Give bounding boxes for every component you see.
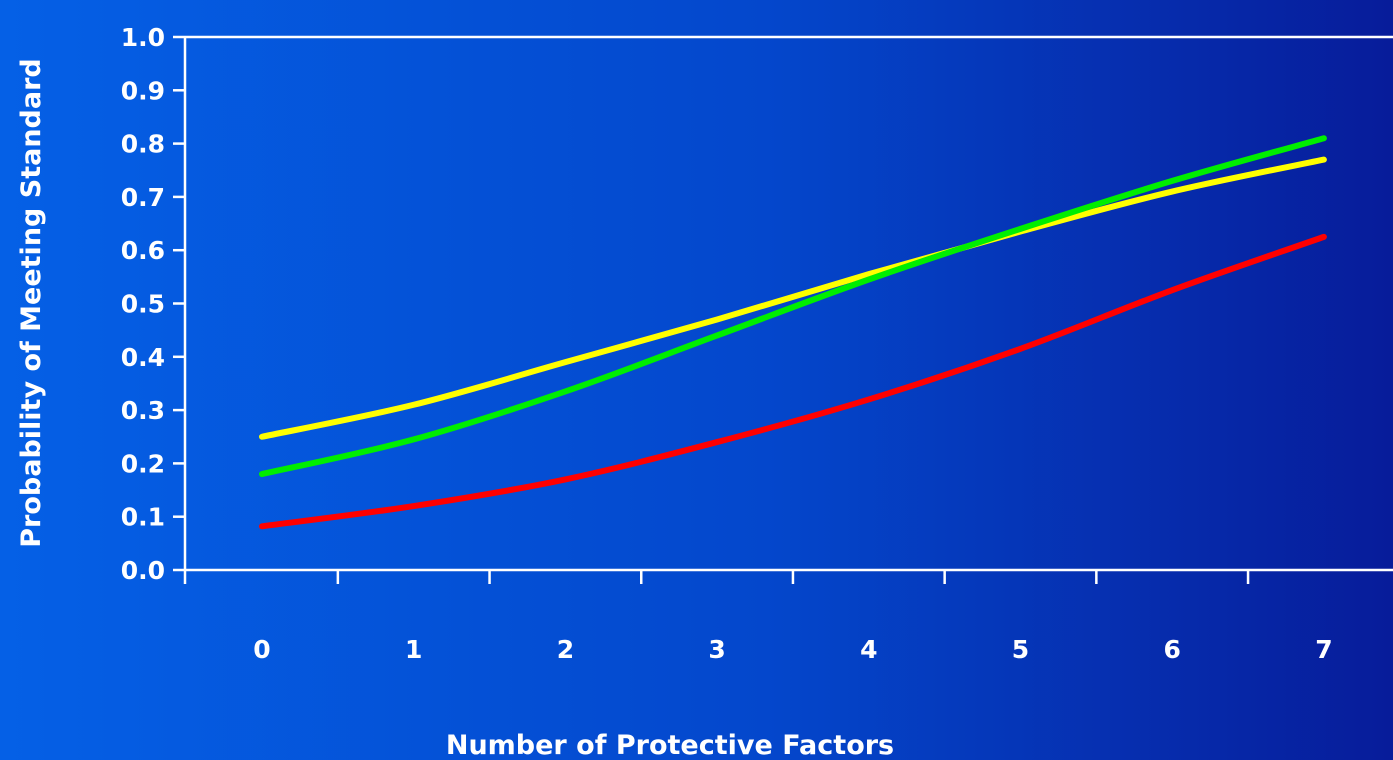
x-tick-label: 3 (708, 635, 725, 664)
series-line-2 (259, 135, 1327, 478)
x-tick-label: 2 (557, 635, 574, 664)
y-tick-label: 0.9 (121, 76, 165, 105)
series-line-1 (259, 156, 1327, 440)
y-tick-label: 0.4 (121, 343, 165, 372)
y-axis-title: Probability of Meeting Standard (16, 58, 47, 547)
y-tick-label: 0.6 (121, 236, 165, 265)
y-tick-label: 1.0 (121, 23, 165, 52)
y-tick-label: 0.2 (121, 449, 165, 478)
y-tick-label: 0.0 (121, 556, 165, 585)
axes (183, 35, 1393, 572)
y-tick-label: 0.1 (121, 503, 165, 532)
y-tick-label: 0.8 (121, 130, 165, 159)
y-tick-label: 0.7 (121, 183, 165, 212)
y-ticks: 0.0 0.1 0.2 0.3 0.4 0.5 0.6 0.7 0.8 0.9 1.0 (121, 23, 185, 585)
series-line-3 (259, 233, 1327, 530)
x-tick-label: 5 (1012, 635, 1029, 664)
x-axis-title: Number of Protective Factors (446, 730, 894, 760)
series-group (259, 135, 1327, 530)
x-tick-label: 6 (1163, 635, 1180, 664)
y-tick-label: 0.3 (121, 396, 165, 425)
y-tick-label: 0.5 (121, 290, 165, 319)
x-ticks: 0 1 2 3 4 5 6 7 (183, 570, 1333, 664)
x-tick-label: 1 (405, 635, 422, 664)
x-tick-label: 4 (860, 635, 877, 664)
x-tick-label: 0 (253, 635, 270, 664)
x-tick-label: 7 (1315, 635, 1332, 664)
